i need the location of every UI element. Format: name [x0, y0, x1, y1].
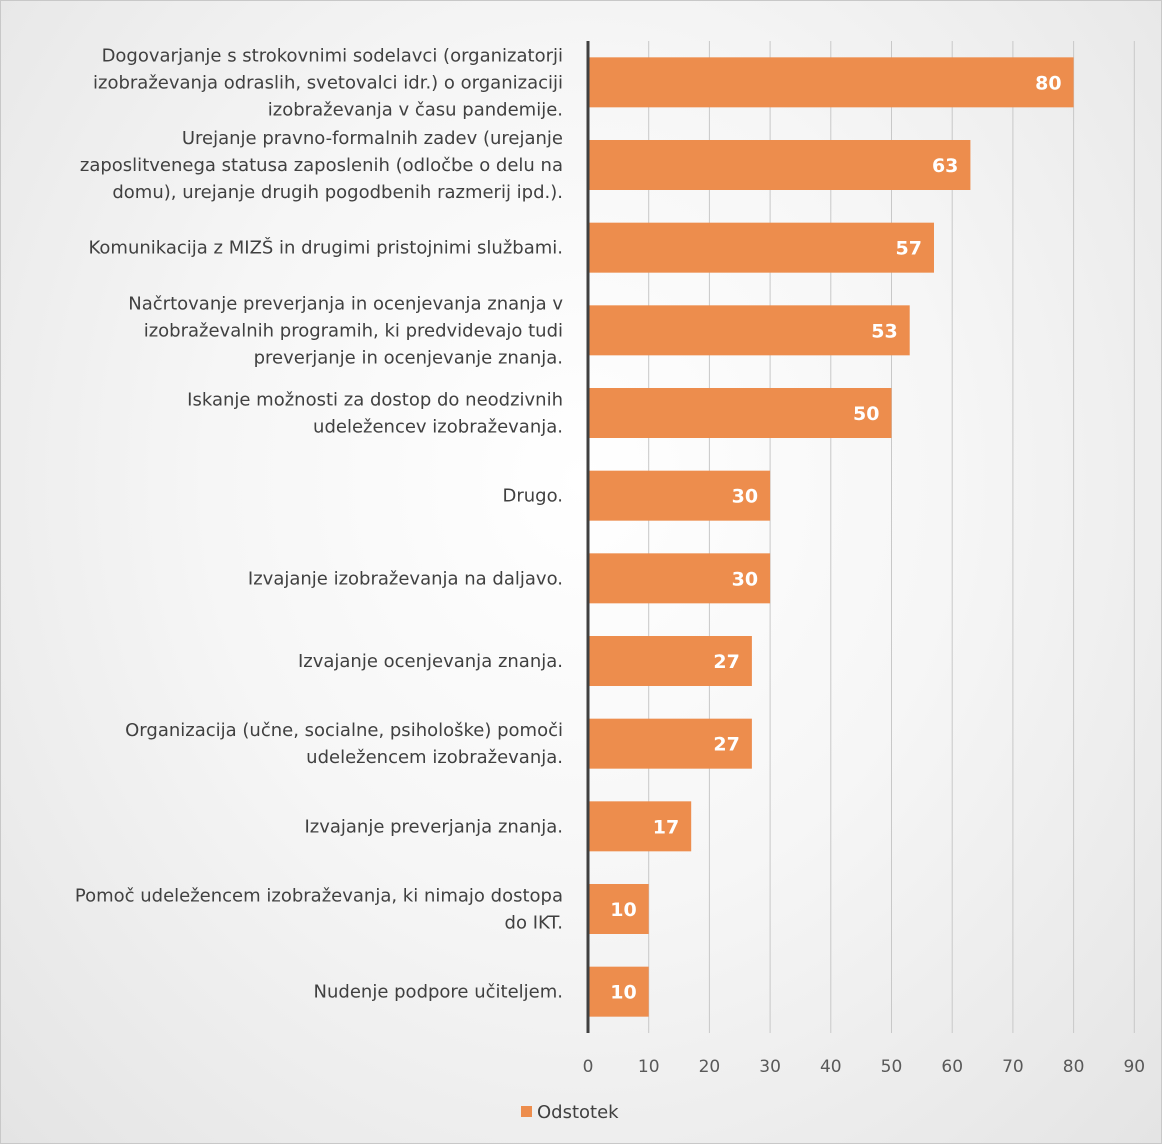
category-labels: Dogovarjanje s strokovnimi sodelavci (or…	[75, 45, 563, 1002]
data-label: 17	[653, 816, 679, 838]
category-label-line: Organizacija (učne, socialne, psihološke…	[125, 720, 563, 741]
legend: Odstotek	[521, 1102, 619, 1123]
category-label-line: izobraževalnih programih, ki predvidevaj…	[144, 320, 563, 341]
data-label: 27	[713, 734, 739, 756]
category-label-line: udeležencem izobraževanja.	[306, 747, 563, 768]
category-label-line: Dogovarjanje s strokovnimi sodelavci (or…	[102, 45, 563, 66]
x-tick-label: 10	[638, 1057, 660, 1077]
bar	[588, 140, 971, 190]
data-label: 10	[610, 982, 636, 1004]
data-label: 57	[896, 238, 922, 260]
category-label: Dogovarjanje s strokovnimi sodelavci (or…	[93, 45, 563, 120]
category-label-line: Drugo.	[502, 486, 563, 507]
category-label-line: izobraževanja v času pandemije.	[268, 99, 563, 120]
bar	[588, 801, 692, 852]
bar	[588, 966, 649, 1017]
legend-swatch	[521, 1106, 532, 1117]
data-label: 53	[871, 320, 897, 342]
x-tick-label: 50	[881, 1057, 903, 1077]
category-label-line: Komunikacija z MIZŠ in drugimi pristojni…	[89, 237, 564, 259]
x-axis-tick-labels: 0 10 20 30 40 50 60 70 80 90	[583, 1057, 1146, 1077]
category-label: Komunikacija z MIZŠ in drugimi pristojni…	[89, 237, 564, 259]
category-label: Drugo.	[502, 486, 563, 507]
bar	[588, 57, 1074, 108]
bar	[588, 305, 910, 356]
bar	[588, 470, 771, 521]
data-label: 63	[932, 155, 958, 177]
category-label-line: Pomoč udeležencem izobraževanja, ki nima…	[75, 886, 563, 907]
category-label: Izvajanje ocenjevanja znanja.	[298, 651, 563, 672]
category-label-line: Nudenje podpore učiteljem.	[314, 982, 563, 1003]
category-label: Izvajanje preverjanja znanja.	[304, 816, 563, 837]
x-tick-label: 80	[1063, 1057, 1085, 1077]
category-label: Nudenje podpore učiteljem.	[314, 982, 563, 1003]
legend-label: Odstotek	[537, 1102, 619, 1123]
category-label: Izvajanje izobraževanja na daljavo.	[248, 568, 563, 589]
bar	[588, 718, 752, 769]
category-label: Pomoč udeležencem izobraževanja, ki nima…	[75, 886, 563, 934]
x-tick-label: 90	[1123, 1057, 1145, 1077]
bar	[588, 884, 649, 934]
data-label: 30	[732, 486, 758, 508]
category-label: Iskanje možnosti za dostop do neodzivnih…	[187, 390, 563, 438]
category-label-line: do IKT.	[505, 913, 563, 934]
category-label-line: Izvajanje preverjanja znanja.	[304, 816, 563, 837]
category-label-line: preverjanje in ocenjevanje znanja.	[254, 347, 563, 368]
data-label: 80	[1035, 72, 1061, 94]
x-tick-label: 0	[583, 1057, 594, 1077]
x-tick-label: 40	[820, 1057, 842, 1077]
bar	[588, 222, 934, 273]
x-tick-label: 20	[699, 1057, 721, 1077]
bar	[588, 388, 892, 438]
category-label: Organizacija (učne, socialne, psihološke…	[125, 720, 563, 768]
category-label-line: udeležencev izobraževanja.	[313, 417, 563, 438]
data-label: 27	[713, 651, 739, 673]
category-label-line: izobraževanja odraslih, svetovalci idr.)…	[93, 72, 563, 93]
category-label-line: domu), urejanje drugih pogodbenih razmer…	[112, 182, 563, 203]
bars: 80 63 57 53 50 30 30 27 27 17 10 10	[588, 57, 1074, 1017]
category-label-line: Izvajanje ocenjevanja znanja.	[298, 651, 563, 672]
category-label-line: zaposlitvenega statusa zaposlenih (odloč…	[80, 155, 563, 176]
x-tick-label: 60	[941, 1057, 963, 1077]
category-label-line: Iskanje možnosti za dostop do neodzivnih	[187, 390, 563, 411]
x-tick-label: 70	[1002, 1057, 1024, 1077]
gridlines	[648, 41, 1135, 1033]
category-label: Urejanje pravno-formalnih zadev (urejanj…	[80, 128, 563, 203]
x-tick-label: 30	[759, 1057, 781, 1077]
category-label-line: Načrtovanje preverjanja in ocenjevanja z…	[128, 293, 563, 314]
bar	[588, 636, 752, 686]
category-label: Načrtovanje preverjanja in ocenjevanja z…	[128, 293, 563, 368]
category-label-line: Izvajanje izobraževanja na daljavo.	[248, 568, 563, 589]
data-label: 50	[853, 403, 879, 425]
bar	[588, 553, 771, 604]
data-label: 10	[610, 899, 636, 921]
data-label: 30	[732, 568, 758, 590]
category-label-line: Urejanje pravno-formalnih zadev (urejanj…	[182, 128, 563, 149]
